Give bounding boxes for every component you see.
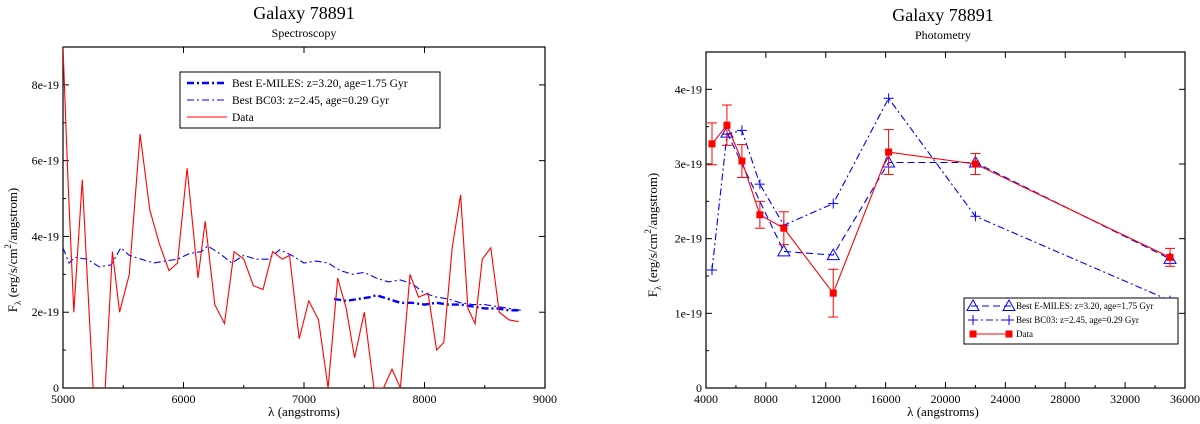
chart1-series-2-point — [885, 148, 893, 156]
chart1-legend-label: Best BC03: z=2.45, age=0.29 Gyr — [1016, 315, 1139, 325]
chart1-xtick-label: 16000 — [871, 392, 901, 406]
spectroscopy-title: Galaxy 78891 — [253, 3, 354, 23]
chart1-series-0-line — [726, 132, 1171, 260]
chart0-series-1-line — [63, 245, 521, 311]
chart1-xtick-label: 12000 — [811, 392, 841, 406]
chart0-xtick-label: 6000 — [172, 392, 196, 406]
chart0-ytick-label: 4e-19 — [32, 229, 59, 243]
spectroscopy-xlabel: λ (angstroms) — [268, 404, 340, 419]
chart1-series-0-point — [776, 244, 791, 257]
chart0-legend-label: Best E-MILES: z=3.20, age=1.75 Gyr — [232, 78, 408, 90]
chart1-legend-marker — [968, 315, 978, 325]
chart1-legend: Best E-MILES: z=3.20, age=1.75 Gyr Best B… — [963, 297, 1179, 345]
chart1-xtick-label: 32000 — [1110, 392, 1140, 406]
chart1-legend-marker — [969, 330, 977, 338]
chart1-xtick-label: 28000 — [1050, 392, 1080, 406]
chart1-series-2-point — [829, 289, 837, 297]
chart1-ytick-label: 2e-19 — [675, 232, 702, 246]
chart1-series-1-point — [970, 211, 981, 222]
chart1-legend-marker — [1004, 315, 1014, 325]
photometry-title: Galaxy 78891 — [892, 5, 993, 25]
chart1-legend-marker — [1005, 330, 1013, 338]
chart0-legend-box — [179, 71, 441, 129]
chart1-ytick-label: 4e-19 — [675, 82, 702, 96]
chart1-series-2-point — [1166, 253, 1174, 261]
chart0-series-0-line — [333, 293, 521, 312]
chart1-xtick-label: 8000 — [754, 392, 778, 406]
chart0-legend: Best E-MILES: z=3.20, age=1.75 Gyr Best B… — [179, 71, 441, 129]
chart1-series-1-point — [883, 93, 894, 104]
chart1-series-1-point — [736, 125, 747, 136]
chart1-xtick-label: 36000 — [1170, 392, 1200, 406]
chart1-series-2-point — [738, 157, 746, 165]
chart1-ytick-label: 1e-19 — [675, 306, 702, 320]
chart1-legend-label: Data — [1016, 329, 1033, 339]
chart1-series-2-point — [723, 121, 731, 129]
chart1-series-1-point — [706, 265, 717, 276]
spectroscopy-subtitle: Spectroscopy — [272, 26, 337, 40]
chart1-legend-marker — [1002, 298, 1016, 311]
chart1-ytick-label: 3e-19 — [675, 157, 702, 171]
chart0-series-2-line — [63, 47, 519, 388]
chart1-series-2-point — [756, 211, 764, 219]
chart0-xtick-label: 7000 — [292, 392, 316, 406]
chart0-ytick-label: 2e-19 — [32, 305, 59, 319]
photometry-xlabel: λ (angstroms) — [907, 404, 979, 419]
chart0-legend-label: Data — [232, 112, 254, 124]
chart0-xtick-label: 8000 — [413, 392, 437, 406]
chart1-series-2-line — [711, 124, 1171, 295]
chart0-xtick-label: 9000 — [533, 392, 557, 406]
chart1-xtick-label: 24000 — [990, 392, 1020, 406]
photometry-subtitle: Photometry — [915, 28, 971, 42]
chart1-series-0-point — [826, 248, 841, 261]
spectroscopy-ylabel: Fλ (erg/s/cm2/angstrom) — [3, 188, 23, 313]
chart1-ytick-label: 0 — [696, 381, 702, 395]
chart0-ytick-label: 0 — [53, 381, 59, 395]
chart0-ytick-label: 6e-19 — [32, 154, 59, 168]
chart1-series-1-line — [711, 97, 1171, 302]
chart1-xtick-label: 20000 — [931, 392, 961, 406]
chart1-legend-marker — [966, 298, 980, 311]
chart0-ytick-label: 8e-19 — [32, 78, 59, 92]
photometry-panel: Galaxy 78891 Photometry 4000 8000 12000 160… — [643, 5, 1200, 419]
chart0-legend-label: Best BC03: z=2.45, age=0.29 Gyr — [232, 95, 389, 107]
chart1-series-2-point — [780, 224, 788, 232]
chart1-xtick-label: 4000 — [694, 392, 718, 406]
chart1-series-1-point — [828, 198, 839, 209]
chart1-series-2-point — [708, 140, 716, 148]
chart1-legend-label: Best E-MILES: z=3.20, age=1.75 Gyr — [1016, 301, 1153, 311]
chart1-series-1-point — [754, 179, 765, 190]
chart0-xtick-label: 5000 — [51, 392, 75, 406]
chart1-series-2-point — [971, 160, 979, 168]
photometry-ylabel: Fλ (erg/s/cm2/angstrom) — [643, 173, 663, 298]
spectroscopy-panel: Galaxy 78891 Spectroscopy 5000 6000 7000 80… — [3, 3, 557, 419]
